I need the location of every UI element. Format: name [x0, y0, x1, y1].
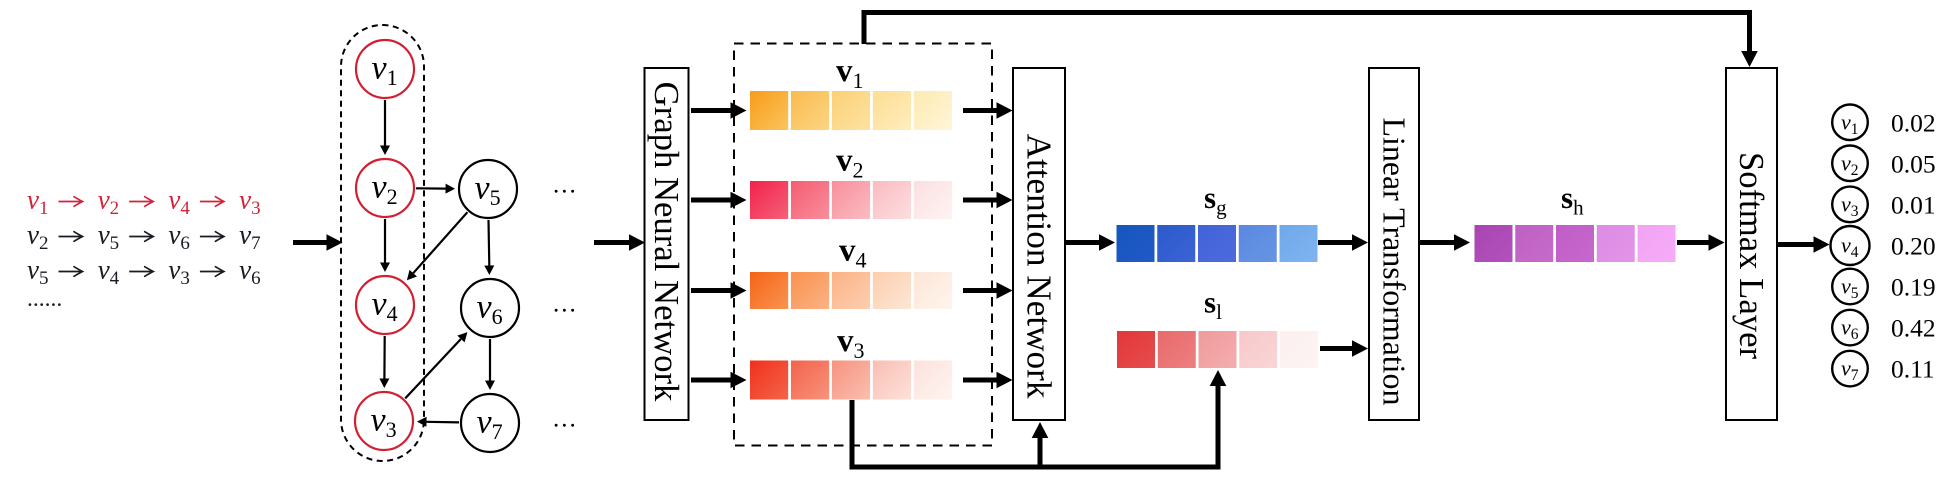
svg-text:0.02: 0.02	[1891, 108, 1936, 137]
svg-text:0.01: 0.01	[1891, 190, 1936, 219]
svg-text:0.42: 0.42	[1891, 314, 1936, 343]
svg-text:0.05: 0.05	[1891, 149, 1936, 178]
svg-text:0.19: 0.19	[1891, 273, 1936, 302]
svg-text:...: ...	[553, 172, 578, 199]
svg-text:Linear Transformation: Linear Transformation	[1377, 118, 1412, 406]
svg-text:...: ...	[553, 406, 578, 433]
svg-text:Attention Network: Attention Network	[1020, 134, 1059, 399]
svg-text:......: ......	[27, 286, 62, 312]
svg-text:0.20: 0.20	[1891, 232, 1936, 261]
svg-text:Softmax Layer: Softmax Layer	[1732, 152, 1771, 360]
svg-text:...: ...	[553, 291, 578, 318]
svg-text:Graph Neural Network: Graph Neural Network	[647, 82, 686, 402]
svg-text:0.11: 0.11	[1891, 355, 1935, 384]
